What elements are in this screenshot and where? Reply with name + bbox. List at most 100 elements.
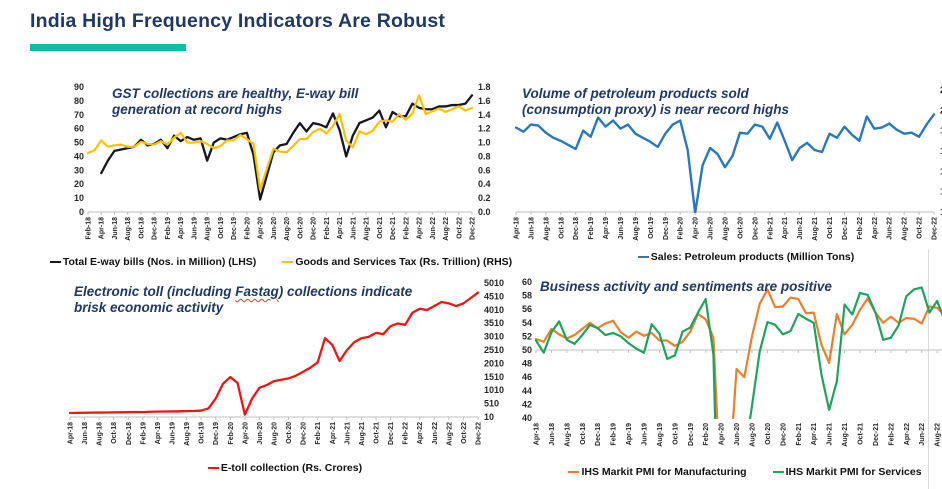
svg-text:70: 70 (74, 110, 84, 120)
svg-text:Feb-20: Feb-20 (703, 423, 710, 446)
etoll-plot: Apr-18 Jun-18 Aug-18 Oct-18 Dec-18 Feb-19 Apr-… (68, 278, 505, 446)
legend-item: IHS Markit PMI for Manufacturing (568, 466, 747, 478)
svg-text:14.0: 14.0 (940, 166, 942, 176)
chart-title: Volume of petroleum products sold (consu… (522, 86, 790, 118)
svg-text:Dec-18: Dec-18 (573, 217, 580, 240)
line-swatch-icon (568, 470, 580, 474)
svg-text:1.0: 1.0 (478, 138, 491, 148)
svg-text:0.6: 0.6 (478, 165, 491, 175)
svg-text:Oct-20: Oct-20 (737, 217, 744, 239)
svg-text:3010: 3010 (484, 332, 504, 342)
svg-text:Dec-18: Dec-18 (152, 217, 159, 240)
svg-text:Dec-19: Dec-19 (213, 422, 220, 445)
svg-text:Apr-20: Apr-20 (719, 423, 726, 445)
svg-text:1.6: 1.6 (478, 96, 491, 106)
legend-label: Goods and Services Tax (Rs. Trillion) (R… (295, 256, 513, 268)
svg-text:0: 0 (79, 207, 84, 217)
legend: Sales: Petroleum products (Million Tons) (510, 251, 942, 263)
svg-text:Feb-18: Feb-18 (86, 217, 93, 240)
svg-text:Oct-18: Oct-18 (111, 422, 118, 444)
svg-text:Apr-21: Apr-21 (811, 423, 818, 445)
line-swatch-icon (282, 260, 294, 264)
svg-text:10: 10 (484, 412, 494, 422)
svg-text:Apr-22: Apr-22 (872, 217, 879, 239)
eway-gst-plot: Feb-18 Apr-18 Jun-18 Aug-18 Oct-18 Dec-18 Feb-… (74, 82, 491, 241)
title-underline-bar (30, 44, 186, 51)
svg-text:2510: 2510 (484, 345, 504, 355)
svg-text:22.0: 22.0 (940, 85, 942, 95)
svg-text:50: 50 (74, 138, 84, 148)
svg-text:20: 20 (74, 179, 84, 189)
svg-text:Feb-22: Feb-22 (403, 217, 410, 240)
legend: Total E-way bills (Nos. in Million) (LHS… (49, 256, 512, 268)
svg-text:Dec-19: Dec-19 (231, 217, 238, 240)
svg-text:40: 40 (74, 151, 84, 161)
svg-text:Aug-20: Aug-20 (723, 217, 730, 241)
svg-text:Apr-19: Apr-19 (155, 422, 162, 444)
legend-item: E-toll collection (Rs. Crores) (207, 462, 362, 474)
svg-text:Aug-18: Aug-18 (97, 422, 104, 446)
svg-text:Jun-18: Jun-18 (528, 217, 535, 240)
svg-text:Oct-21: Oct-21 (374, 422, 381, 444)
svg-text:Feb-22: Feb-22 (888, 423, 895, 446)
svg-text:Apr-22: Apr-22 (417, 422, 424, 444)
svg-text:Feb-21: Feb-21 (767, 217, 774, 240)
svg-text:4510: 4510 (484, 291, 504, 301)
legend-label: Sales: Petroleum products (Million Tons) (650, 251, 855, 263)
svg-text:Feb-20: Feb-20 (228, 422, 235, 445)
legend-item: IHS Markit PMI for Services (772, 466, 922, 478)
svg-text:Oct-18: Oct-18 (580, 423, 587, 445)
chart-petroleum-sales: Volume of petroleum products sold (consu… (510, 74, 942, 270)
svg-text:Aug-20: Aug-20 (272, 422, 279, 446)
svg-text:52: 52 (522, 331, 532, 341)
legend-label: Total E-way bills (Nos. in Million) (LHS… (62, 256, 257, 268)
svg-text:1010: 1010 (484, 385, 504, 395)
svg-text:0.0: 0.0 (478, 207, 491, 217)
chart-title: GST collections are healthy, E-way bill … (112, 86, 359, 118)
svg-text:Oct-22: Oct-22 (456, 217, 463, 239)
svg-text:Jun-18: Jun-18 (112, 217, 119, 240)
svg-text:Aug-22: Aug-22 (902, 217, 909, 241)
svg-text:Aug-19: Aug-19 (205, 217, 212, 241)
legend-item: Sales: Petroleum products (Million Tons) (637, 251, 855, 263)
svg-text:Apr-19: Apr-19 (178, 217, 185, 239)
svg-text:Apr-22: Apr-22 (904, 423, 911, 445)
line-swatch-icon (49, 260, 61, 264)
line-swatch-icon (637, 255, 649, 259)
svg-text:Dec-20: Dec-20 (311, 217, 318, 240)
svg-text:90: 90 (74, 82, 84, 92)
svg-text:Apr-18: Apr-18 (514, 217, 521, 239)
svg-text:Aug-22: Aug-22 (446, 422, 453, 446)
svg-text:Jun-20: Jun-20 (257, 422, 264, 445)
title-part: ) collections indicate brisk economic ac… (74, 284, 413, 316)
svg-text:Oct-19: Oct-19 (648, 217, 655, 239)
svg-text:Oct-22: Oct-22 (917, 217, 924, 239)
svg-text:Dec-19: Dec-19 (688, 423, 695, 446)
svg-text:Apr-20: Apr-20 (693, 217, 700, 239)
svg-text:Aug-21: Aug-21 (812, 217, 819, 241)
legend-item: Total E-way bills (Nos. in Million) (LHS… (49, 256, 257, 268)
svg-text:Aug-21: Aug-21 (359, 422, 366, 446)
svg-text:18.0: 18.0 (940, 126, 942, 136)
svg-text:Jun-18: Jun-18 (549, 423, 556, 446)
svg-text:Jun-21: Jun-21 (827, 423, 834, 446)
svg-text:Apr-20: Apr-20 (258, 217, 265, 239)
svg-text:44: 44 (522, 386, 532, 396)
legend: E-toll collection (Rs. Crores) (60, 462, 510, 474)
svg-text:Dec-20: Dec-20 (301, 422, 308, 445)
petroleum-plot: Apr-18 Jun-18 Aug-18 Oct-18 Dec-18 Feb-19 Apr-… (514, 85, 942, 241)
svg-text:Oct-18: Oct-18 (558, 217, 565, 239)
svg-text:Feb-22: Feb-22 (857, 217, 864, 240)
svg-text:Oct-19: Oct-19 (218, 217, 225, 239)
svg-text:Jun-18: Jun-18 (82, 422, 89, 445)
svg-text:Jun-20: Jun-20 (271, 217, 278, 240)
svg-text:Dec-21: Dec-21 (873, 423, 880, 446)
svg-text:50: 50 (522, 345, 532, 355)
pmi-plot: Apr-18 Jun-18 Aug-18 Oct-18 Dec-18 Feb-19 Apr-… (522, 277, 942, 447)
svg-text:Dec-20: Dec-20 (780, 423, 787, 446)
svg-text:Feb-20: Feb-20 (678, 217, 685, 240)
svg-text:Apr-18: Apr-18 (99, 217, 106, 239)
legend-item: Goods and Services Tax (Rs. Trillion) (R… (282, 256, 512, 268)
line-swatch-icon (772, 470, 784, 474)
svg-text:42: 42 (522, 399, 532, 409)
